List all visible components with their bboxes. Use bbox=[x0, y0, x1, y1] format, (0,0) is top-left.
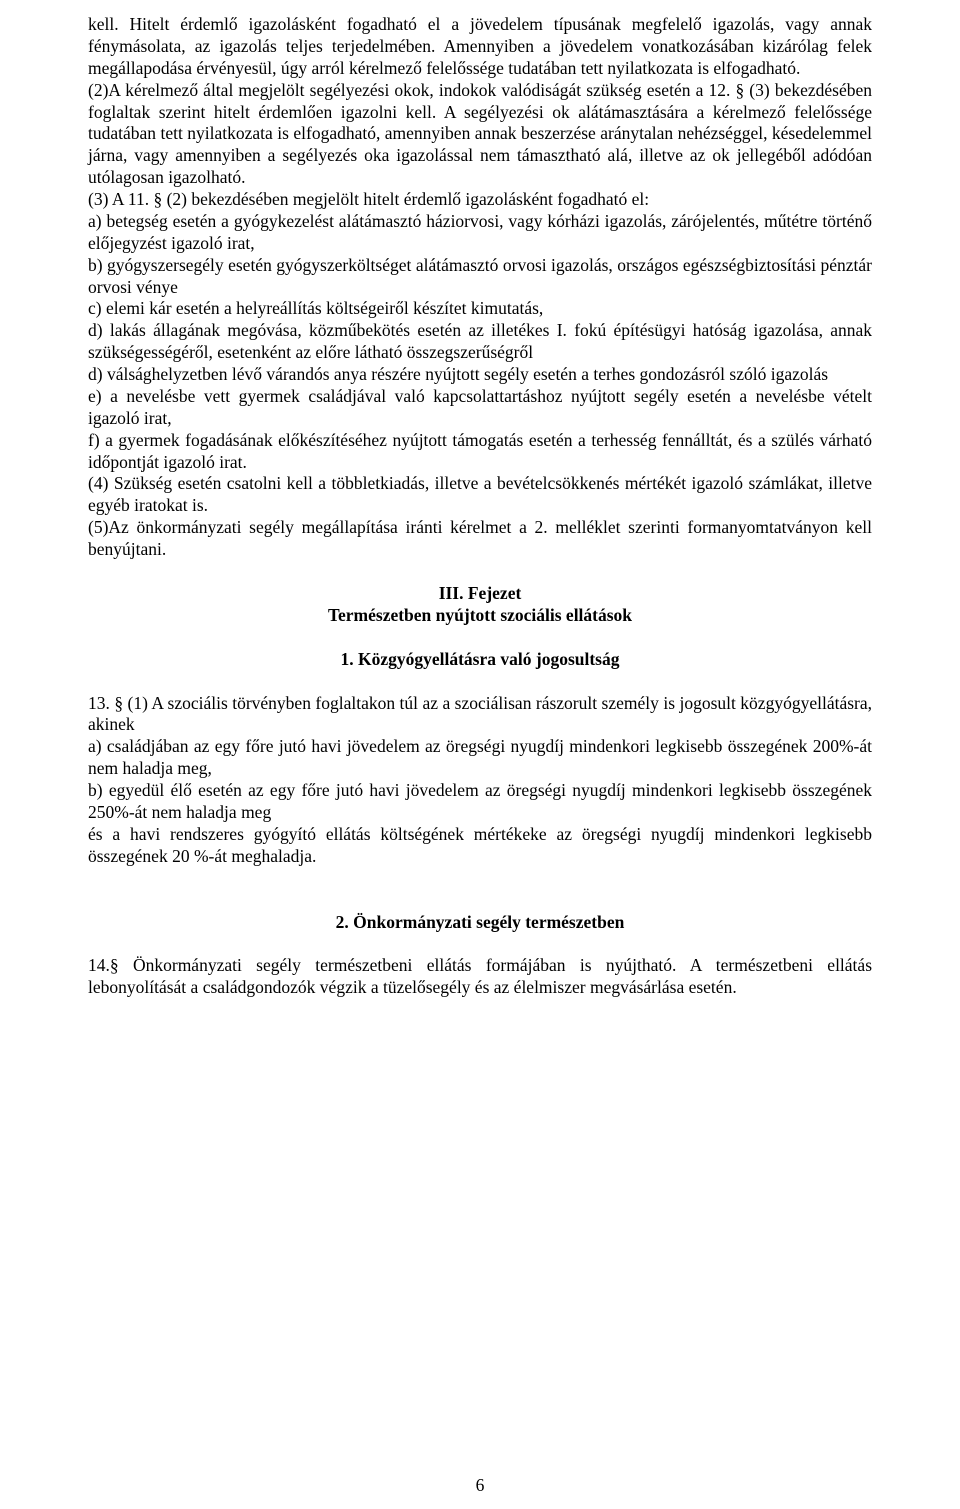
paragraph: (5)Az önkormányzati segély megállapítása… bbox=[88, 517, 872, 561]
spacer bbox=[88, 627, 872, 649]
list-item-d: d) lakás állagának megóvása, közműbeköté… bbox=[88, 320, 872, 364]
list-item-e: e) a nevelésbe vett gyermek családjával … bbox=[88, 386, 872, 430]
spacer bbox=[88, 671, 872, 693]
list-item-a: a) betegség esetén a gyógykezelést alátá… bbox=[88, 211, 872, 255]
paragraph: 14.§ Önkormányzati segély természetbeni … bbox=[88, 955, 872, 999]
page-number: 6 bbox=[88, 1475, 872, 1497]
list-item-d2: d) válsághelyzetben lévő várandós anya r… bbox=[88, 364, 872, 386]
spacer bbox=[88, 868, 872, 912]
paragraph: (4) Szükség esetén csatolni kell a többl… bbox=[88, 473, 872, 517]
list-item-b: b) egyedül élő esetén az egy főre jutó h… bbox=[88, 780, 872, 824]
list-item-c: c) elemi kár esetén a helyreállítás költ… bbox=[88, 298, 872, 320]
list-item-a: a) családjában az egy főre jutó havi jöv… bbox=[88, 736, 872, 780]
spacer bbox=[88, 561, 872, 583]
paragraph: 13. § (1) A szociális törvényben foglalt… bbox=[88, 693, 872, 737]
paragraph: (2)A kérelmező által megjelölt segélyezé… bbox=[88, 80, 872, 189]
paragraph: (3) A 11. § (2) bekezdésében megjelölt h… bbox=[88, 189, 872, 211]
paragraph: és a havi rendszeres gyógyító ellátás kö… bbox=[88, 824, 872, 868]
list-item-f: f) a gyermek fogadásának előkészítéséhez… bbox=[88, 430, 872, 474]
paragraph: kell. Hitelt érdemlő igazolásként fogadh… bbox=[88, 14, 872, 80]
document-page: kell. Hitelt érdemlő igazolásként fogadh… bbox=[0, 0, 960, 1509]
list-item-b: b) gyógyszersegély esetén gyógyszerkölts… bbox=[88, 255, 872, 299]
section-heading: 1. Közgyógyellátásra való jogosultság bbox=[88, 649, 872, 671]
spacer bbox=[88, 933, 872, 955]
chapter-subheading: Természetben nyújtott szociális ellátáso… bbox=[88, 605, 872, 627]
chapter-heading: III. Fejezet bbox=[88, 583, 872, 605]
section-heading: 2. Önkormányzati segély természetben bbox=[88, 912, 872, 934]
